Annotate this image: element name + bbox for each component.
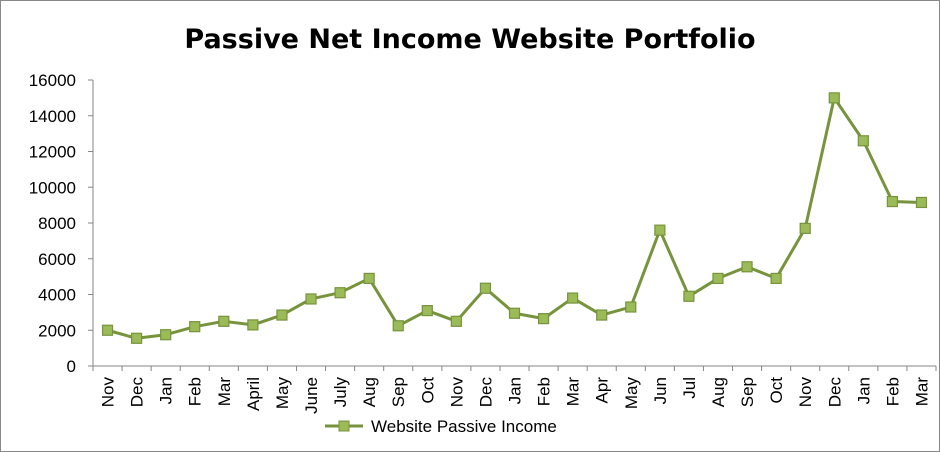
data-point xyxy=(537,313,550,325)
x-tick-label: Feb xyxy=(535,377,554,406)
series-line xyxy=(107,96,922,340)
y-tick-label: 0 xyxy=(67,357,76,376)
x-tick-label: Mar xyxy=(912,377,931,407)
legend-marker xyxy=(338,420,350,432)
data-point xyxy=(131,332,143,344)
data-point xyxy=(712,272,724,285)
x-tick-label: May xyxy=(622,377,641,410)
x-tick-label: April xyxy=(244,377,263,411)
data-point xyxy=(741,261,753,273)
data-point xyxy=(450,315,462,327)
x-tick-label: Aug xyxy=(709,377,728,407)
x-tick-label: Dec xyxy=(825,377,844,408)
x-tick-label: Apr xyxy=(593,377,612,404)
x-tick-label: Nov xyxy=(99,377,118,408)
x-tick-label: Jan xyxy=(506,377,525,404)
x-tick-label: Sep xyxy=(389,377,408,407)
data-point xyxy=(363,272,375,285)
x-tick-label: Dec xyxy=(128,377,147,408)
series-group xyxy=(101,92,928,344)
data-point xyxy=(886,195,898,208)
x-tick-label: Oct xyxy=(418,377,437,404)
data-point xyxy=(101,324,114,336)
data-point xyxy=(625,301,637,313)
data-point xyxy=(160,329,172,341)
data-point xyxy=(276,309,288,321)
data-point xyxy=(596,309,608,321)
y-axis-ticks: 0 2000 4000 6000 8000 10000 12000 14000 16000 xyxy=(29,71,76,376)
data-point xyxy=(567,292,579,304)
y-tick-label: 4000 xyxy=(38,286,76,305)
x-tick-label: Nov xyxy=(796,377,815,408)
y-tick-label: 14000 xyxy=(29,107,76,126)
legend-label: Website Passive Income xyxy=(371,417,557,436)
data-point xyxy=(828,92,840,104)
data-point xyxy=(189,321,201,333)
data-point xyxy=(421,304,433,317)
legend: Website Passive Income xyxy=(325,417,557,436)
x-tick-label: Feb xyxy=(186,377,205,406)
x-tick-label: Jun xyxy=(651,377,670,404)
x-tick-label: Aug xyxy=(360,377,379,407)
data-point xyxy=(799,222,811,234)
x-tick-label: Mar xyxy=(215,377,234,407)
data-point xyxy=(305,293,317,305)
x-tick-label: Sep xyxy=(738,377,757,407)
chart-title: Passive Net Income Website Portfolio xyxy=(184,24,755,55)
y-tick-label: 16000 xyxy=(29,71,76,90)
x-tick-label: Jan xyxy=(854,377,873,404)
data-point xyxy=(218,315,230,327)
data-point xyxy=(857,135,869,147)
y-tick-label: 12000 xyxy=(29,143,76,162)
data-point xyxy=(915,196,928,209)
y-tick-label: 2000 xyxy=(38,321,76,340)
x-tick-label: Mar xyxy=(564,377,583,407)
data-point xyxy=(392,320,404,332)
axes xyxy=(88,79,937,371)
data-point xyxy=(683,290,695,302)
x-tick-label: May xyxy=(273,377,292,410)
x-tick-label: Oct xyxy=(767,377,786,404)
data-point xyxy=(508,307,521,319)
data-point xyxy=(334,287,346,299)
y-tick-label: 8000 xyxy=(38,214,76,233)
x-tick-label: July xyxy=(331,377,350,408)
y-tick-label: 6000 xyxy=(38,250,76,269)
data-point xyxy=(247,319,259,331)
y-tick-label: 10000 xyxy=(29,178,76,197)
x-tick-label: Jan xyxy=(157,377,176,404)
x-tick-label: Nov xyxy=(447,377,466,408)
data-point xyxy=(770,272,782,285)
x-tick-label: June xyxy=(302,377,321,414)
x-tick-label: Jul xyxy=(680,377,699,399)
x-tick-label: Feb xyxy=(883,377,902,406)
data-point xyxy=(654,224,666,236)
x-tick-label: Dec xyxy=(476,377,495,408)
x-axis-ticks: Nov Dec Jan Feb Mar April May June July Aug Sep Oct… xyxy=(99,377,932,414)
data-point xyxy=(479,282,492,294)
